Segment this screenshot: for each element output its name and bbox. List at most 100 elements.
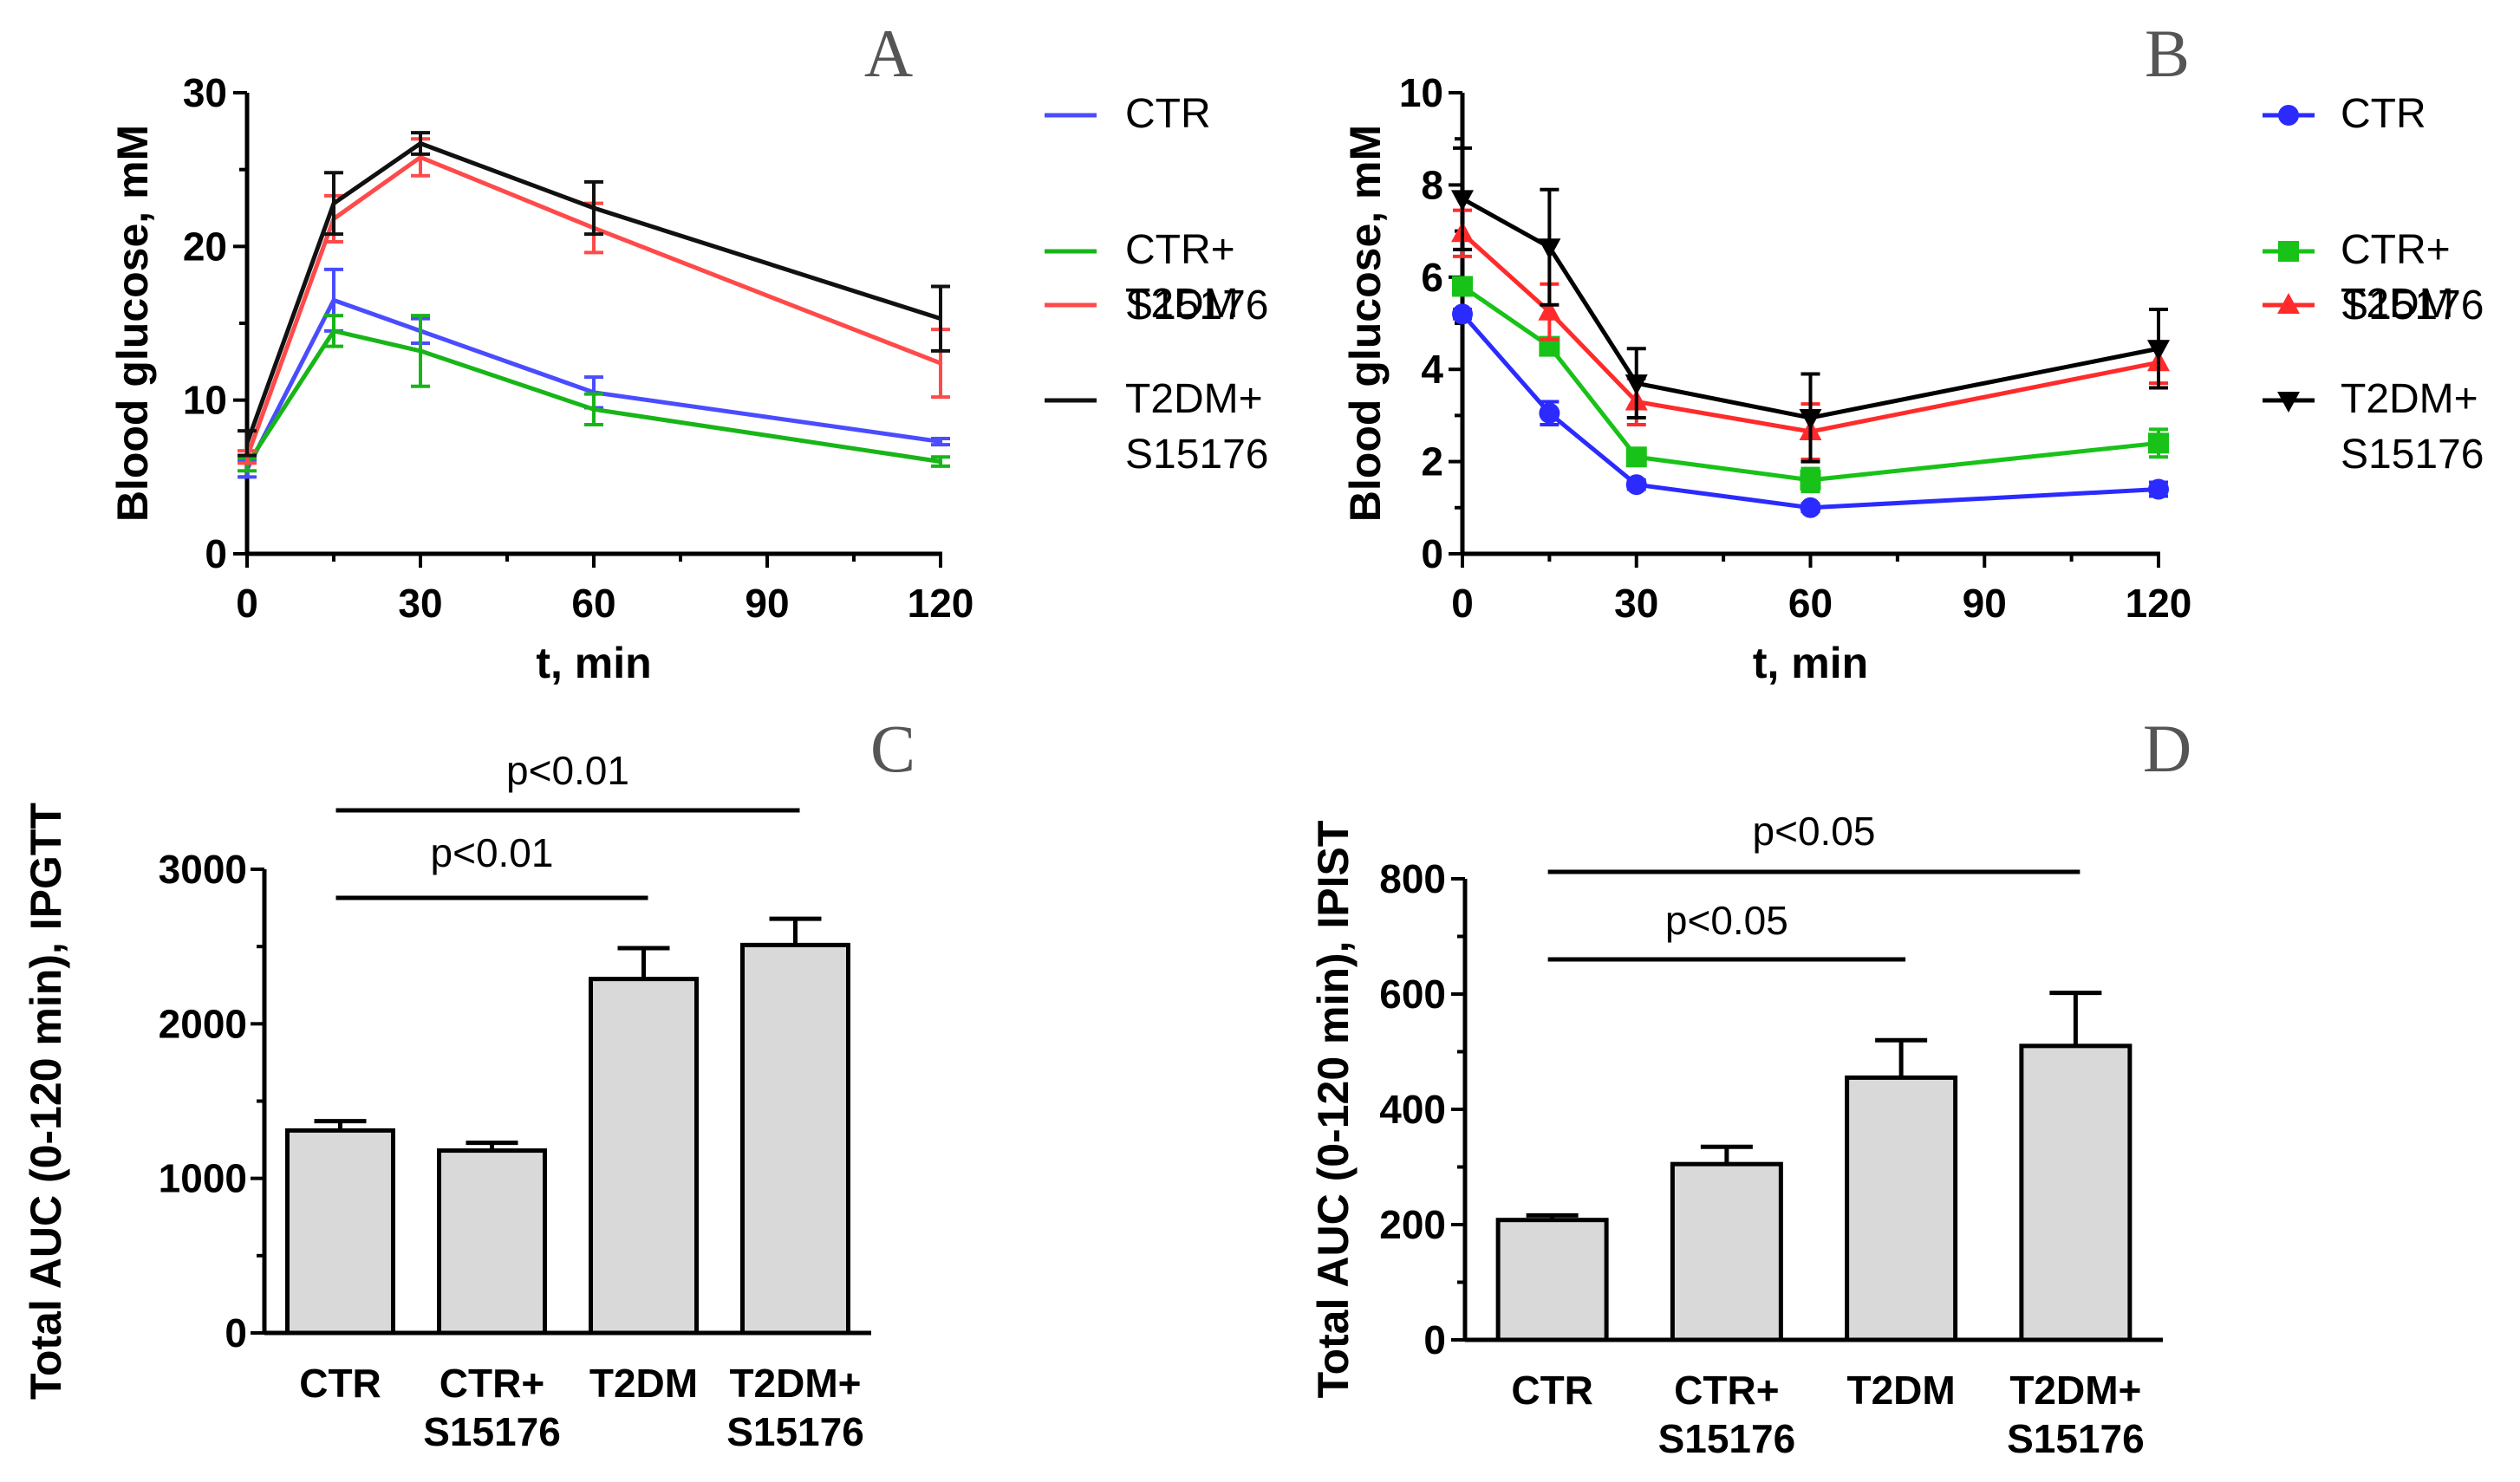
category-label: S15176 <box>1658 1416 1796 1461</box>
y-tick-label: 4 <box>1421 347 1443 392</box>
x-tick-label: 0 <box>236 581 258 626</box>
legend-label: T2DM <box>2341 281 2454 327</box>
series-line <box>244 154 941 458</box>
y-tick-label: 600 <box>1379 972 1446 1017</box>
y-tick-label: 2000 <box>159 1001 247 1046</box>
x-tick-label: 30 <box>398 581 442 626</box>
legend-item: CTR <box>2263 91 2426 137</box>
marker-triangle-up <box>2277 293 2300 314</box>
series-ctr <box>1452 303 2169 518</box>
y-tick-label: 800 <box>1379 856 1446 901</box>
bar <box>1845 1075 1958 1342</box>
series-ctr-s15176 <box>238 314 950 473</box>
x-tick-label: 90 <box>1963 581 2007 626</box>
marker-triangle-down <box>1625 374 1648 396</box>
legend-label: S15176 <box>2341 283 2484 328</box>
category-label: CTR+ <box>1674 1368 1779 1413</box>
legend-label: CTR <box>2341 91 2426 137</box>
y-tick-label: 30 <box>183 70 227 115</box>
x-tick-label: 30 <box>1614 581 1658 626</box>
panel-a: A 0 10 20 30 0 30 60 90 120 t, min Blood glucose, m… <box>108 16 1269 687</box>
y-tick-label: 0 <box>1421 531 1443 576</box>
category-label: CTR+ <box>440 1361 544 1406</box>
marker-triangle-down <box>2147 340 2170 361</box>
bar <box>437 1148 547 1336</box>
marker-square <box>1800 469 1821 491</box>
series-line <box>244 141 941 445</box>
x-tick-label: 120 <box>2126 581 2192 626</box>
y-tick-label: 2 <box>1421 439 1443 484</box>
category-label: CTR <box>1511 1368 1593 1413</box>
bar <box>740 942 850 1336</box>
x-axis-title: t, min <box>1753 639 1868 687</box>
bar <box>589 977 699 1336</box>
panel-letter: A <box>864 16 913 91</box>
marker-triangle-down <box>1538 238 1561 260</box>
panel-d: D 0 200 400 600 800 Total AUC (0-120 min), IPI… <box>1309 711 2191 1461</box>
legend-label: T2DM+ <box>2341 376 2478 422</box>
category-label: S15176 <box>726 1409 864 1454</box>
marker-circle <box>2278 105 2299 126</box>
y-tick-label: 200 <box>1379 1202 1446 1247</box>
series-ctr-s15176 <box>1452 276 2169 494</box>
category-label: T2DM <box>1847 1368 1956 1413</box>
y-tick-label: 1000 <box>159 1156 247 1201</box>
legend-item: T2DM <box>2263 281 2454 327</box>
y-axis-title: Blood glucose, mM <box>108 125 157 522</box>
legend-label: CTR+ <box>1125 227 1235 273</box>
marker-square <box>2148 432 2169 454</box>
x-tick-label: 120 <box>908 581 974 626</box>
marker-circle <box>2148 478 2169 500</box>
y-tick-label: 0 <box>205 531 227 576</box>
panel-letter: D <box>2143 711 2191 786</box>
bar <box>285 1128 395 1336</box>
series-t2dm-s15176 <box>1451 146 2170 464</box>
marker-square <box>1625 446 1647 468</box>
category-label: T2DM+ <box>2009 1368 2141 1413</box>
bar <box>1495 1218 1609 1342</box>
panel-b: B 0 2 4 6 8 10 0 30 60 90 120 t, min Blood glucose, m… <box>1341 16 2484 687</box>
marker-square <box>2278 241 2299 262</box>
x-tick-label: 0 <box>1451 581 1474 626</box>
x-tick-label: 90 <box>745 581 789 626</box>
y-tick-label: 20 <box>183 224 227 269</box>
y-tick-label: 0 <box>225 1310 247 1355</box>
x-tick-label: 60 <box>571 581 615 626</box>
y-tick-label: 10 <box>1399 70 1443 115</box>
panel-c: C 0 1000 2000 3000 Total AUC (0-120 min), IPG… <box>22 711 915 1454</box>
marker-circle <box>1625 474 1647 496</box>
legend-item: CTR+ S15176 <box>2263 227 2484 328</box>
legend-label: CTR+ <box>2341 227 2451 273</box>
y-axis-title: Total AUC (0-120 min), IPIST <box>1309 821 1358 1399</box>
legend-item: T2DM+ S15176 <box>2263 376 2484 478</box>
marker-triangle-down <box>2277 392 2300 413</box>
legend-item: CTR+ S15176 <box>1045 227 1269 328</box>
marker-circle <box>1452 303 1473 325</box>
legend-label: T2DM <box>1125 281 1239 327</box>
significance-label: p<0.05 <box>1665 898 1788 943</box>
x-tick-label: 60 <box>1788 581 1833 626</box>
y-tick-label: 0 <box>1423 1317 1446 1362</box>
significance-label: p<0.01 <box>431 830 554 875</box>
y-tick-label: 6 <box>1421 255 1443 300</box>
category-label: T2DM+ <box>729 1361 861 1406</box>
y-tick-label: 3000 <box>159 847 247 892</box>
category-label: CTR <box>299 1361 381 1406</box>
x-axis-title: t, min <box>536 639 651 687</box>
marker-circle <box>1800 497 1821 518</box>
significance-label: p<0.01 <box>506 748 629 793</box>
bar <box>2019 1043 2133 1342</box>
legend-label: S15176 <box>1125 432 1269 478</box>
marker-triangle-down <box>1799 409 1822 431</box>
marker-circle <box>1539 402 1560 424</box>
legend-label: CTR <box>1125 91 1211 137</box>
legend-item: CTR <box>1045 91 1211 137</box>
legend-label: S15176 <box>1125 283 1269 328</box>
series-line <box>244 328 941 466</box>
bar <box>1670 1161 1783 1342</box>
legend-item: T2DM <box>1045 281 1239 327</box>
panel-letter: C <box>870 711 915 786</box>
